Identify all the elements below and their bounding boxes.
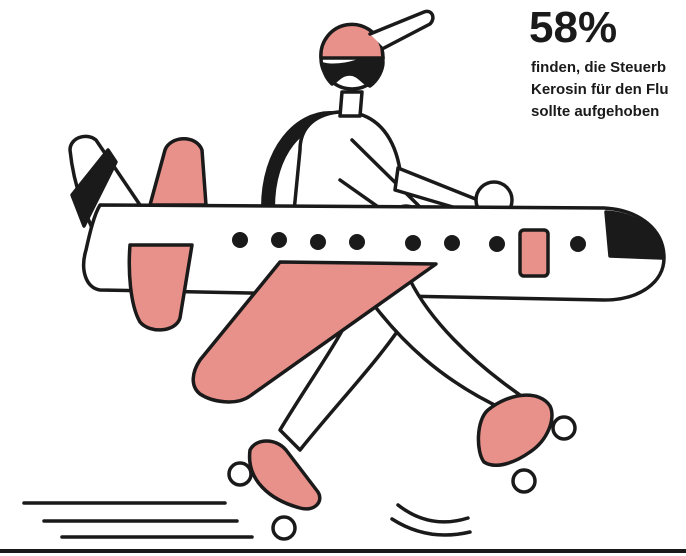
upper-wing	[148, 137, 208, 207]
cap-visor	[368, 9, 435, 50]
airplane	[68, 134, 666, 332]
stat-percentage: 58%	[529, 3, 618, 52]
stat-line: Kerosin für den Flu	[531, 81, 669, 98]
fuselage	[81, 203, 666, 302]
stat-line: sollte aufgehoben	[531, 103, 660, 120]
neck	[338, 90, 364, 118]
main-wing	[191, 260, 438, 404]
door	[518, 228, 550, 278]
left-skate-wheel	[271, 515, 297, 541]
cockpit-window	[604, 210, 664, 260]
portholes	[232, 232, 586, 252]
legs	[278, 278, 522, 452]
stabilizer	[127, 243, 194, 332]
left-skate	[247, 439, 322, 511]
cap	[319, 22, 385, 60]
skates	[227, 393, 577, 541]
right-skate-wheel	[551, 415, 577, 441]
right-skate-wheel	[511, 468, 537, 494]
speed-lines	[22, 501, 472, 539]
head	[319, 9, 435, 91]
left-skate-wheel	[227, 461, 253, 487]
back-leg	[278, 298, 414, 452]
hair	[321, 57, 385, 88]
stat-line: finden, die Steuerb	[531, 59, 667, 76]
stat-description: finden, die Steuerb Kerosin für den Flu …	[531, 57, 686, 123]
right-skate	[476, 393, 554, 467]
tail-stripe	[70, 148, 118, 228]
